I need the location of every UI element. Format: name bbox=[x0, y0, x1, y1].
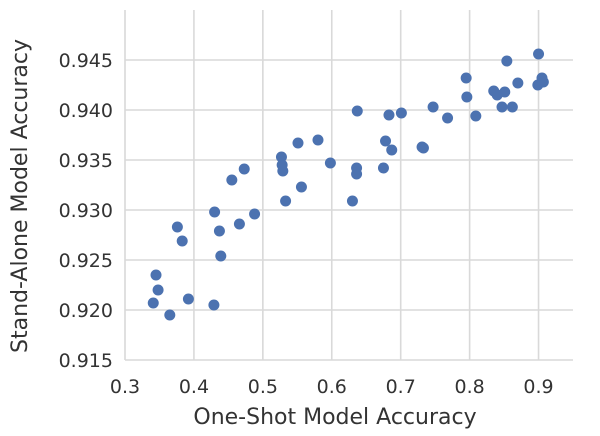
y-axis-title: Stand-Alone Model Accuracy bbox=[8, 39, 33, 353]
data-point bbox=[280, 195, 292, 207]
data-point bbox=[512, 77, 524, 89]
data-point bbox=[427, 101, 439, 113]
x-tick-label: 0.8 bbox=[455, 376, 485, 398]
data-point bbox=[233, 218, 245, 230]
y-tick-label: 0.930 bbox=[59, 200, 113, 222]
data-point bbox=[249, 208, 261, 220]
data-point bbox=[164, 309, 176, 321]
x-tick-label: 0.7 bbox=[386, 376, 416, 398]
x-tick-label: 0.6 bbox=[317, 376, 347, 398]
data-point bbox=[506, 101, 518, 113]
data-point bbox=[496, 101, 508, 113]
data-point bbox=[275, 151, 287, 163]
data-point bbox=[226, 174, 238, 186]
tick-labels: 0.3 0.4 0.5 0.6 0.7 0.8 0.9 0.915 0.920 0.925 0.93… bbox=[59, 50, 554, 398]
data-point bbox=[533, 48, 545, 60]
data-point bbox=[238, 163, 250, 175]
data-point bbox=[501, 55, 513, 67]
data-point bbox=[380, 135, 392, 147]
data-point bbox=[460, 72, 472, 84]
data-point bbox=[152, 284, 164, 296]
y-tick-label: 0.925 bbox=[59, 250, 113, 272]
data-point bbox=[277, 165, 289, 177]
x-tick-label: 0.4 bbox=[179, 376, 209, 398]
data-point bbox=[295, 181, 307, 193]
data-point bbox=[292, 137, 304, 149]
y-tick-label: 0.920 bbox=[59, 300, 113, 322]
data-point bbox=[215, 250, 227, 262]
data-point bbox=[150, 269, 162, 281]
data-point bbox=[182, 293, 194, 305]
data-point bbox=[312, 134, 324, 146]
data-point bbox=[346, 195, 358, 207]
data-point bbox=[324, 157, 336, 169]
data-point bbox=[417, 142, 429, 154]
data-point bbox=[171, 221, 183, 233]
data-point bbox=[351, 168, 363, 180]
y-tick-label: 0.940 bbox=[59, 100, 113, 122]
data-point bbox=[442, 112, 454, 124]
data-point bbox=[176, 235, 188, 247]
data-point bbox=[461, 91, 473, 103]
x-tick-label: 0.9 bbox=[523, 376, 553, 398]
y-tick-label: 0.945 bbox=[59, 50, 113, 72]
data-point bbox=[208, 299, 220, 311]
data-points bbox=[147, 48, 549, 321]
data-point bbox=[147, 297, 159, 309]
data-point bbox=[213, 225, 225, 237]
data-point bbox=[383, 109, 395, 121]
x-tick-label: 0.5 bbox=[248, 376, 278, 398]
data-point bbox=[351, 105, 363, 117]
data-point bbox=[395, 107, 407, 119]
y-tick-label: 0.915 bbox=[59, 350, 113, 372]
x-tick-label: 0.3 bbox=[110, 376, 140, 398]
data-point bbox=[499, 86, 511, 98]
data-point bbox=[537, 76, 549, 88]
data-point bbox=[470, 110, 482, 122]
y-tick-label: 0.935 bbox=[59, 150, 113, 172]
data-point bbox=[209, 206, 221, 218]
data-point bbox=[377, 162, 389, 174]
x-axis-title: One-Shot Model Accuracy bbox=[193, 405, 476, 430]
data-point bbox=[386, 144, 398, 156]
